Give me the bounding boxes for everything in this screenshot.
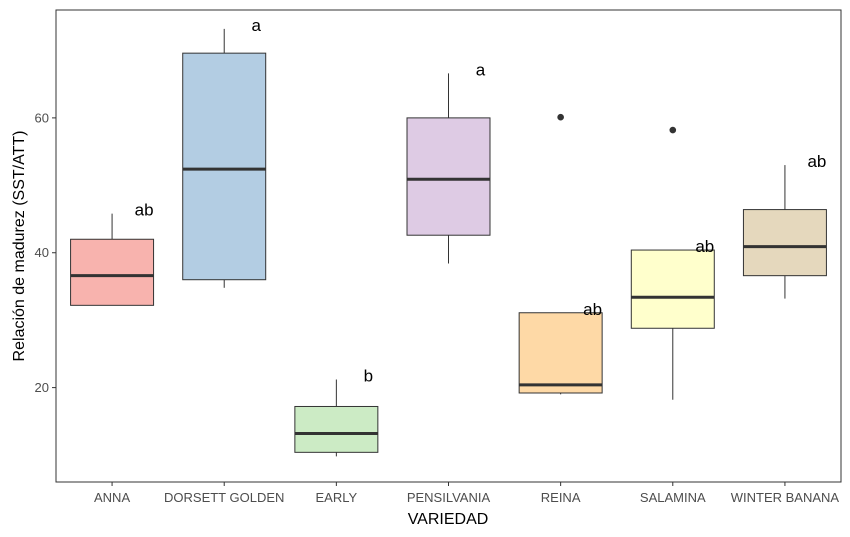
box-group-salamina: ab (630, 126, 715, 400)
x-axis-title: VARIEDAD (408, 511, 489, 528)
x-tick-label-salamina: SALAMINA (640, 490, 706, 505)
box-winter-banana (742, 209, 827, 277)
significance-letter-winter-banana: ab (807, 152, 826, 171)
box-anna (70, 238, 155, 306)
x-tick-label-pensilvania: PENSILVANIA (407, 490, 491, 505)
x-tick-label-winter-banana: WINTER BANANA (731, 490, 840, 505)
box-dorsett-golden (182, 52, 267, 281)
significance-letter-salamina: ab (695, 237, 714, 256)
significance-letter-pensilvania: a (476, 60, 486, 79)
significance-letter-dorsett-golden: a (251, 16, 261, 35)
y-axis-title: Relación de madurez (SST/ATT) (11, 131, 28, 362)
box-early (294, 405, 379, 453)
outlier-point-salamina-0 (669, 126, 677, 134)
box-salamina (630, 249, 715, 329)
box-group-early: b (294, 367, 379, 457)
significance-letter-early: b (364, 367, 373, 386)
box-pensilvania (406, 117, 491, 236)
y-axis: 20 40 60 (35, 110, 56, 395)
box-group-reina: ab (518, 113, 603, 395)
significance-letter-anna: ab (135, 201, 154, 220)
x-axis: ANNA DORSETT GOLDEN EARLY PENSILVANIA REINA S… (94, 482, 839, 505)
y-tick-label-40: 40 (35, 245, 49, 260)
outlier-point-reina-0 (557, 113, 564, 121)
box-group-anna: ab (70, 201, 155, 306)
x-tick-label-early: EARLY (316, 490, 358, 505)
box-group-pensilvania: a (406, 60, 491, 264)
x-tick-label-anna: ANNA (94, 490, 130, 505)
x-tick-label-dorsett-golden: DORSETT GOLDEN (164, 490, 284, 505)
box-group-dorsett-golden: a (182, 16, 267, 288)
significance-letter-reina: ab (583, 300, 602, 319)
x-tick-label-reina: REINA (541, 490, 581, 505)
box-group-winter-banana: ab (742, 152, 827, 299)
y-tick-label-20: 20 (35, 380, 49, 395)
box-reina (518, 312, 603, 394)
y-tick-label-60: 60 (35, 110, 49, 125)
